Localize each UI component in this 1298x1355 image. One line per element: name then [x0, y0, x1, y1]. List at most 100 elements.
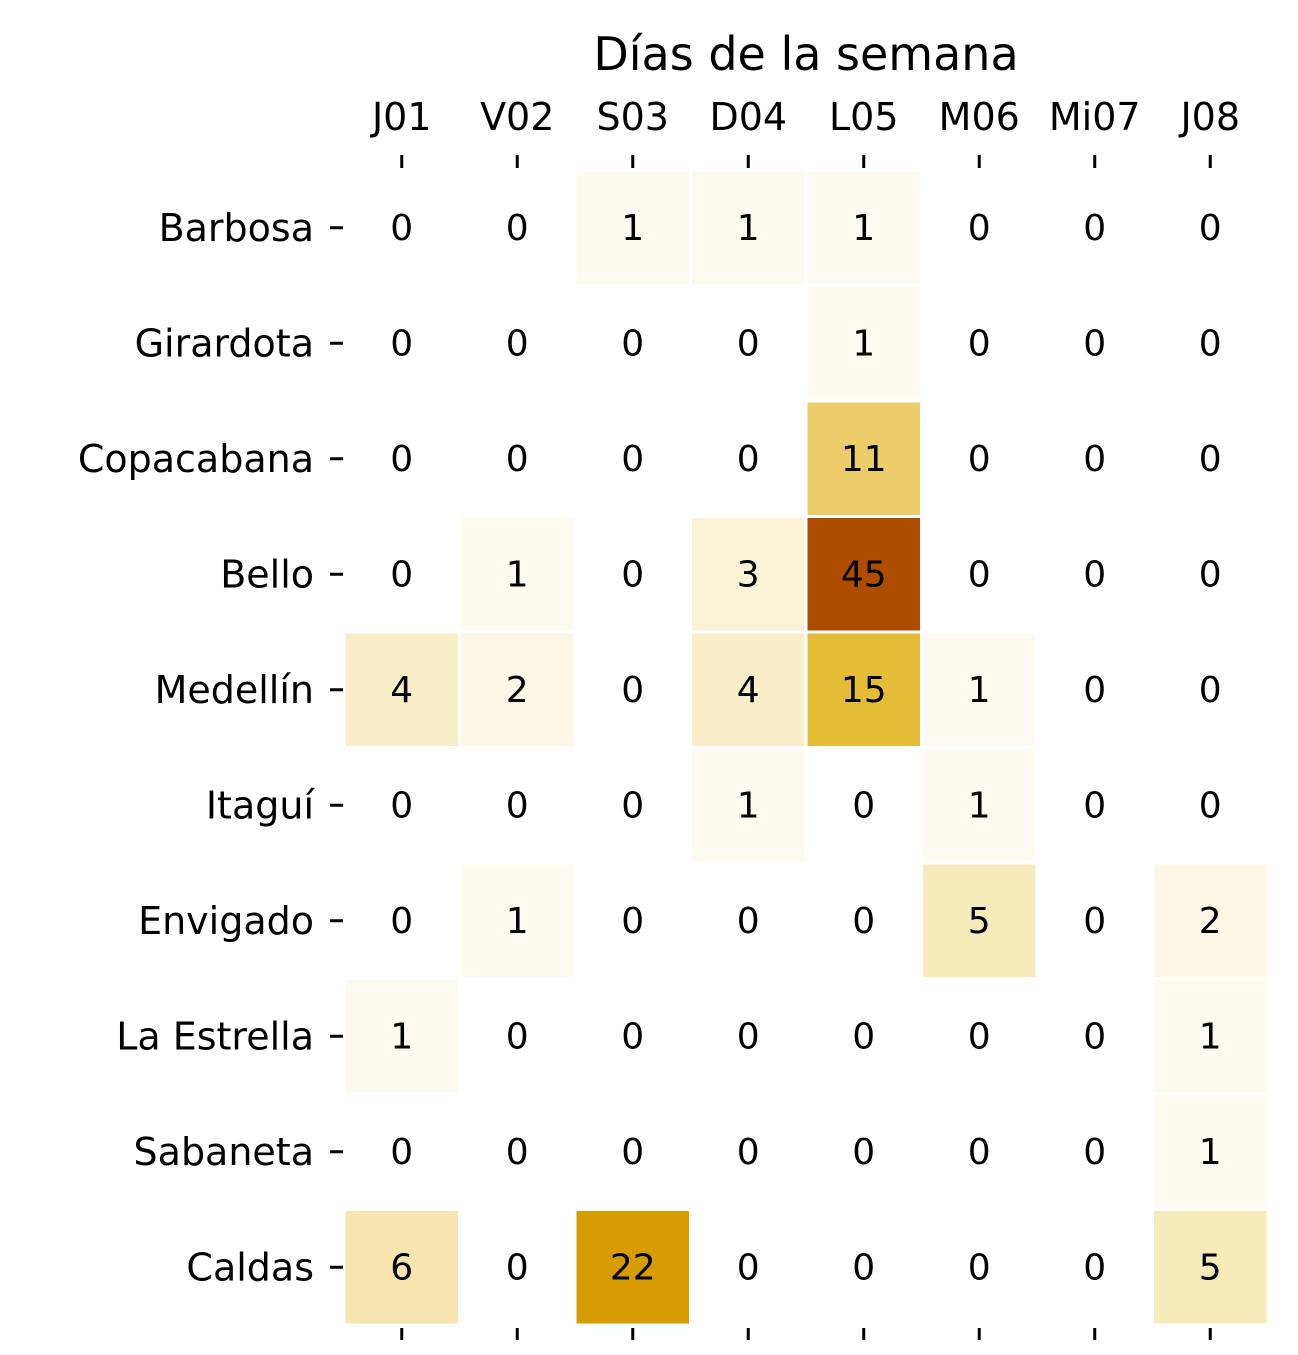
heatmap-cell: [923, 749, 1036, 862]
heatmap-cell-value: 1: [390, 1016, 413, 1057]
heatmap-cell-value: 0: [968, 323, 991, 364]
heatmap-cell-value: 3: [737, 554, 760, 595]
heatmap-cell-labels: 0 0 1 1 1 0 0 00 0 0 0 1 0 0 00 0 0 0 11 0 0 00 1 0 3 45 0 0 04 2 0 4 15…: [390, 208, 1221, 1289]
heatmap-cell-value: 0: [390, 1132, 413, 1173]
heatmap-cell-value: 0: [852, 1016, 875, 1057]
heatmap-cell-value: 0: [621, 439, 644, 480]
heatmap-cell-value: 0: [1199, 670, 1222, 711]
heatmap-cell-value: 1: [1199, 1016, 1222, 1057]
heatmap-cell-value: 0: [390, 785, 413, 826]
heatmap-cell-value: 0: [737, 1016, 760, 1057]
heatmap-cell-value: 0: [506, 1132, 529, 1173]
heatmap-cell-value: 0: [506, 208, 529, 249]
heatmap-cell-value: 0: [390, 323, 413, 364]
heatmap-cell-value: 0: [1083, 901, 1106, 942]
x-tick-label: Mi07: [1049, 95, 1141, 139]
heatmap-cell-value: 0: [621, 785, 644, 826]
heatmap-cell-value: 0: [968, 208, 991, 249]
heatmap-cell-value: 45: [841, 554, 887, 595]
heatmap-cell-value: 0: [506, 1247, 529, 1288]
heatmap-cell-value: 5: [968, 901, 991, 942]
x-tick-label: M06: [939, 95, 1020, 139]
heatmap-cell-value: 6: [390, 1247, 413, 1288]
heatmap-cell-value: 0: [1199, 554, 1222, 595]
heatmap-cell-value: 1: [737, 785, 760, 826]
heatmap-cell: [576, 1211, 689, 1324]
y-tick-label: Sabaneta: [134, 1130, 314, 1174]
chart-title: Días de la semana: [593, 27, 1018, 81]
heatmap-cell: [345, 980, 458, 1093]
heatmap-cell-value: 0: [1083, 785, 1106, 826]
x-tick-label: L05: [829, 95, 899, 139]
heatmap-cell: [692, 171, 805, 284]
x-axis: J01 V02 S03 D04 L05 M06 Mi07 J08: [370, 95, 1240, 1340]
x-tick-label: S03: [597, 95, 669, 139]
heatmap-cell-value: 15: [841, 670, 887, 711]
heatmap-cell-value: 2: [1199, 901, 1222, 942]
heatmap-cell-value: 0: [1083, 1247, 1106, 1288]
y-tick-label: Barbosa: [159, 206, 314, 250]
heatmap-cell-value: 0: [390, 439, 413, 480]
heatmap-cell-value: 1: [852, 323, 875, 364]
y-tick-label: La Estrella: [116, 1014, 314, 1058]
heatmap-cell-value: 1: [621, 208, 644, 249]
heatmap-cell: [807, 633, 920, 746]
heatmap-cell-value: 1: [852, 208, 875, 249]
heatmap-cell: [807, 402, 920, 515]
heatmap-cell-value: 0: [737, 323, 760, 364]
heatmap-cell-value: 11: [841, 439, 887, 480]
heatmap-cell-value: 2: [506, 670, 529, 711]
y-tick-label: Copacabana: [78, 437, 314, 481]
x-tick-label: J01: [370, 95, 432, 139]
x-tick-label: V02: [480, 95, 554, 139]
heatmap-cell: [807, 287, 920, 400]
heatmap-cell-value: 0: [852, 785, 875, 826]
heatmap-cell-value: 0: [390, 554, 413, 595]
y-tick-label: Bello: [220, 552, 314, 596]
heatmap-cell-value: 0: [1083, 208, 1106, 249]
heatmap-cell-value: 0: [506, 323, 529, 364]
heatmap-cell-value: 0: [968, 439, 991, 480]
heatmap-cell-value: 0: [1199, 208, 1222, 249]
heatmap-cell: [692, 749, 805, 862]
heatmap-cell: [461, 633, 574, 746]
heatmap-cell-value: 0: [1083, 323, 1106, 364]
heatmap-cell: [692, 518, 805, 631]
heatmap-cell-value: 0: [506, 439, 529, 480]
heatmap-cell-value: 4: [390, 670, 413, 711]
heatmap-cell-value: 0: [621, 323, 644, 364]
heatmap-cell-value: 0: [737, 1247, 760, 1288]
heatmap-cell: [1154, 980, 1267, 1093]
heatmap-cell-value: 0: [1083, 554, 1106, 595]
heatmap-cell-value: 0: [852, 1247, 875, 1288]
heatmap-cell-value: 1: [1199, 1132, 1222, 1173]
heatmap-cell: [345, 633, 458, 746]
heatmap-cell-value: 0: [737, 439, 760, 480]
heatmap-cell-value: 0: [1083, 1132, 1106, 1173]
heatmap-cell-value: 0: [390, 208, 413, 249]
heatmap-cell-value: 0: [390, 901, 413, 942]
heatmap-cell-value: 0: [1083, 1016, 1106, 1057]
heatmap-cell-value: 0: [1083, 439, 1106, 480]
heatmap-cell-value: 0: [852, 1132, 875, 1173]
heatmap-cell-value: 0: [968, 554, 991, 595]
heatmap-cell-value: 22: [610, 1247, 656, 1288]
heatmap-cell-value: 0: [1199, 323, 1222, 364]
heatmap-cell-value: 0: [506, 1016, 529, 1057]
heatmap-cell-value: 4: [737, 670, 760, 711]
heatmap-cell-value: 0: [1199, 785, 1222, 826]
heatmap-cell: [1154, 864, 1267, 977]
heatmap-cell: [1154, 1211, 1267, 1324]
x-tick-label: J08: [1178, 95, 1240, 139]
heatmap-cell-value: 0: [621, 1132, 644, 1173]
heatmap-cell: [1154, 1095, 1267, 1208]
y-tick-label: Itaguí: [206, 783, 316, 827]
heatmap-cell-value: 0: [1199, 439, 1222, 480]
heatmap-cell: [345, 1211, 458, 1324]
heatmap-cell-value: 1: [737, 208, 760, 249]
heatmap-cell-value: 0: [506, 785, 529, 826]
heatmap-cell-value: 0: [737, 1132, 760, 1173]
heatmap-cell: [923, 633, 1036, 746]
